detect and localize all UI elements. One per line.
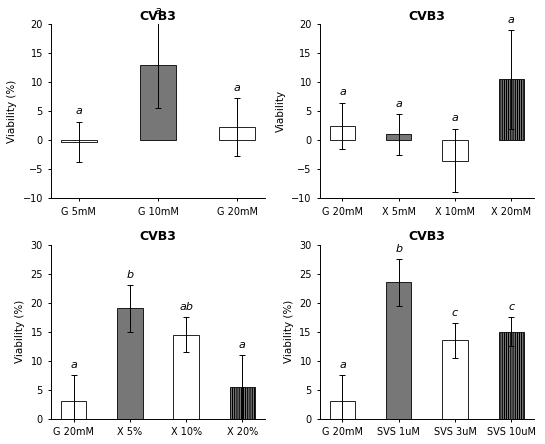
Y-axis label: Viability (%): Viability (%) xyxy=(7,79,17,143)
Bar xyxy=(173,335,199,419)
Text: b: b xyxy=(126,270,134,280)
Text: a: a xyxy=(339,87,346,97)
Bar xyxy=(443,140,468,161)
Text: a: a xyxy=(239,340,246,350)
Bar xyxy=(499,332,524,419)
Bar xyxy=(61,401,86,419)
Bar xyxy=(140,65,176,140)
Title: CVB3: CVB3 xyxy=(140,10,177,23)
Text: a: a xyxy=(508,15,514,25)
Text: a: a xyxy=(234,83,241,93)
Text: a: a xyxy=(395,99,402,109)
Text: a: a xyxy=(339,360,346,370)
Title: CVB3: CVB3 xyxy=(408,230,445,243)
Text: ab: ab xyxy=(179,302,193,312)
Text: c: c xyxy=(452,308,458,318)
Bar xyxy=(386,282,411,419)
Bar xyxy=(230,387,255,419)
Text: a: a xyxy=(452,113,458,123)
Title: CVB3: CVB3 xyxy=(140,230,177,243)
Bar xyxy=(330,401,355,419)
Bar xyxy=(386,135,411,140)
Bar xyxy=(117,309,142,419)
Y-axis label: Viability (%): Viability (%) xyxy=(15,300,25,363)
Text: a: a xyxy=(70,360,77,370)
Text: a: a xyxy=(75,107,82,116)
Bar xyxy=(443,341,468,419)
Title: CVB3: CVB3 xyxy=(408,10,445,23)
Bar xyxy=(220,127,255,140)
Bar xyxy=(499,79,524,140)
Y-axis label: Viability (%): Viability (%) xyxy=(284,300,294,363)
Text: c: c xyxy=(508,302,514,312)
Y-axis label: Viability: Viability xyxy=(276,90,286,132)
Text: b: b xyxy=(395,244,402,254)
Bar xyxy=(330,126,355,140)
Bar xyxy=(61,140,96,142)
Text: a: a xyxy=(155,6,161,16)
